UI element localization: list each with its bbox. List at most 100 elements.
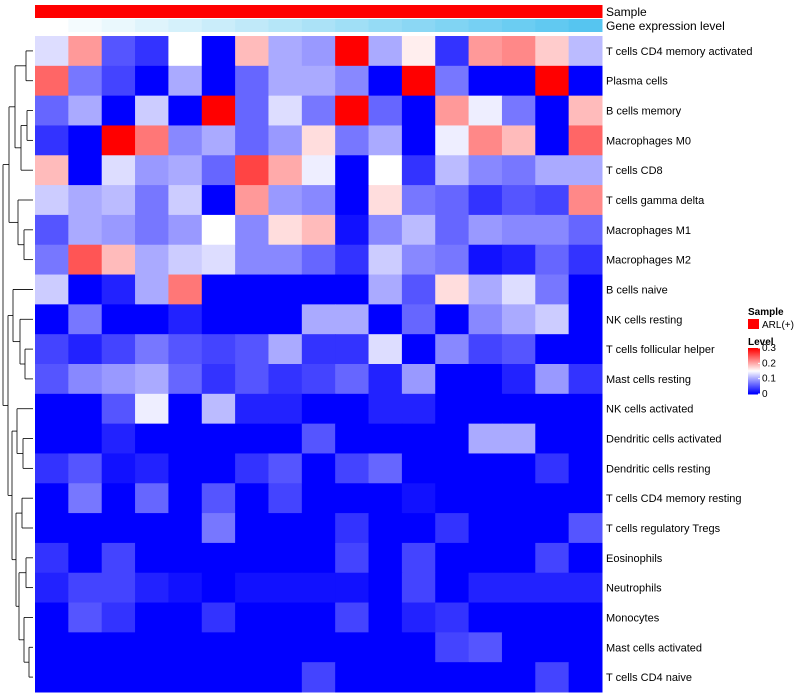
- heatmap-cell: [401, 274, 436, 305]
- legend-sample-swatch: [748, 319, 759, 329]
- legend-gradient-step: [748, 388, 760, 390]
- sample-annotation-cell: [368, 5, 403, 18]
- heatmap-cell: [301, 513, 336, 544]
- heatmap-cell: [501, 602, 536, 633]
- heatmap-cell: [501, 542, 536, 574]
- heatmap-cell: [535, 155, 570, 186]
- heatmap-cell: [68, 364, 103, 395]
- heatmap-cell: [468, 364, 503, 395]
- heatmap-cell: [35, 572, 69, 604]
- heatmap-cell: [201, 423, 236, 454]
- expression-annotation-cell: [368, 19, 403, 32]
- heatmap-cell: [401, 304, 436, 335]
- heatmap-cell: [135, 95, 169, 126]
- heatmap-cell: [235, 125, 269, 156]
- heatmap-cell: [268, 572, 303, 604]
- heatmap-cell: [201, 125, 236, 156]
- sample-annotation-cell: [68, 5, 103, 18]
- heatmap-cell: [501, 483, 536, 514]
- legend-level-gradient: [748, 348, 760, 395]
- heatmap-cell: [568, 244, 603, 276]
- gene-expression-level-track: [35, 19, 603, 32]
- heatmap-cell: [201, 334, 236, 365]
- heatmap-cell: [401, 65, 436, 97]
- heatmap-cell: [468, 572, 503, 604]
- heatmap-cell: [335, 155, 370, 186]
- heatmap-cell: [335, 542, 370, 574]
- heatmap-cell: [435, 364, 470, 395]
- heatmap-cell: [235, 602, 269, 633]
- heatmap-cell: [568, 453, 603, 484]
- heatmap-cell: [168, 453, 203, 484]
- heatmap-cell: [68, 244, 103, 276]
- heatmap-cell: [101, 632, 136, 663]
- heatmap-cell: [168, 125, 203, 156]
- heatmap-cell: [401, 453, 436, 484]
- heatmap-cell: [468, 602, 503, 633]
- heatmap-cell: [101, 185, 136, 216]
- heatmap-cell: [535, 274, 570, 305]
- heatmap-cell: [101, 423, 136, 454]
- expression-annotation-cell: [335, 19, 370, 32]
- heatmap-cell: [101, 542, 136, 574]
- heatmap-cell: [435, 423, 470, 454]
- heatmap-cell: [435, 65, 470, 97]
- legend-tick-label: 0.3: [762, 343, 776, 354]
- heatmap-cell: [135, 304, 169, 335]
- heatmap-cell: [401, 483, 436, 514]
- heatmap-cell: [235, 393, 269, 425]
- sample-annotation-cell: [535, 5, 570, 18]
- heatmap-cell: [568, 65, 603, 97]
- heatmap-cell: [301, 274, 336, 305]
- heatmap-cell: [401, 334, 436, 365]
- heatmap-cell: [168, 364, 203, 395]
- expression-annotation-cell: [435, 19, 470, 32]
- row-label: Plasma cells: [606, 76, 668, 88]
- legend-gradient-step: [748, 367, 760, 369]
- heatmap-cell: [501, 65, 536, 97]
- heatmap-cell: [535, 423, 570, 454]
- heatmap-cell: [68, 185, 103, 216]
- heatmap-cell: [335, 572, 370, 604]
- heatmap-cell: [368, 155, 403, 186]
- sample-annotation-cell: [435, 5, 470, 18]
- heatmap-cell: [135, 334, 169, 365]
- heatmap-cell: [401, 662, 436, 693]
- legend-gradient-step: [748, 352, 760, 354]
- heatmap-cell: [401, 423, 436, 454]
- heatmap-cell: [535, 185, 570, 216]
- heatmap-cell: [335, 304, 370, 335]
- heatmap-cell: [235, 304, 269, 335]
- heatmap-cell: [535, 662, 570, 693]
- legend-gradient-step: [748, 372, 760, 374]
- heatmap-cell: [535, 572, 570, 604]
- heatmap-cell: [101, 602, 136, 633]
- heatmap-cell: [135, 513, 169, 544]
- heatmap-cell: [468, 65, 503, 97]
- expression-annotation-cell: [468, 19, 503, 32]
- heatmap-cell: [468, 393, 503, 425]
- heatmap-cell: [201, 36, 236, 67]
- heatmap-cell: [301, 632, 336, 663]
- heatmap-cell: [135, 65, 169, 97]
- heatmap-cell: [35, 662, 69, 693]
- heatmap-cell: [101, 214, 136, 246]
- row-label: Macrophages M0: [606, 135, 691, 147]
- heatmap-cell: [468, 334, 503, 365]
- heatmap-cell: [568, 632, 603, 663]
- heatmap-cell: [435, 572, 470, 604]
- gene-expression-track-label: Gene expression level: [606, 19, 725, 33]
- heatmap-cell: [568, 364, 603, 395]
- heatmap-cell: [568, 572, 603, 604]
- heatmap-cell: [68, 125, 103, 156]
- heatmap-cell: [368, 304, 403, 335]
- row-label: T cells regulatory Tregs: [606, 523, 721, 535]
- expression-annotation-cell: [268, 19, 303, 32]
- heatmap-cell: [235, 513, 269, 544]
- heatmap-cell: [401, 214, 436, 246]
- heatmap-cell: [101, 662, 136, 693]
- row-label: Dendritic cells resting: [606, 463, 711, 475]
- heatmap-cell: [135, 36, 169, 67]
- heatmap-cell: [468, 662, 503, 693]
